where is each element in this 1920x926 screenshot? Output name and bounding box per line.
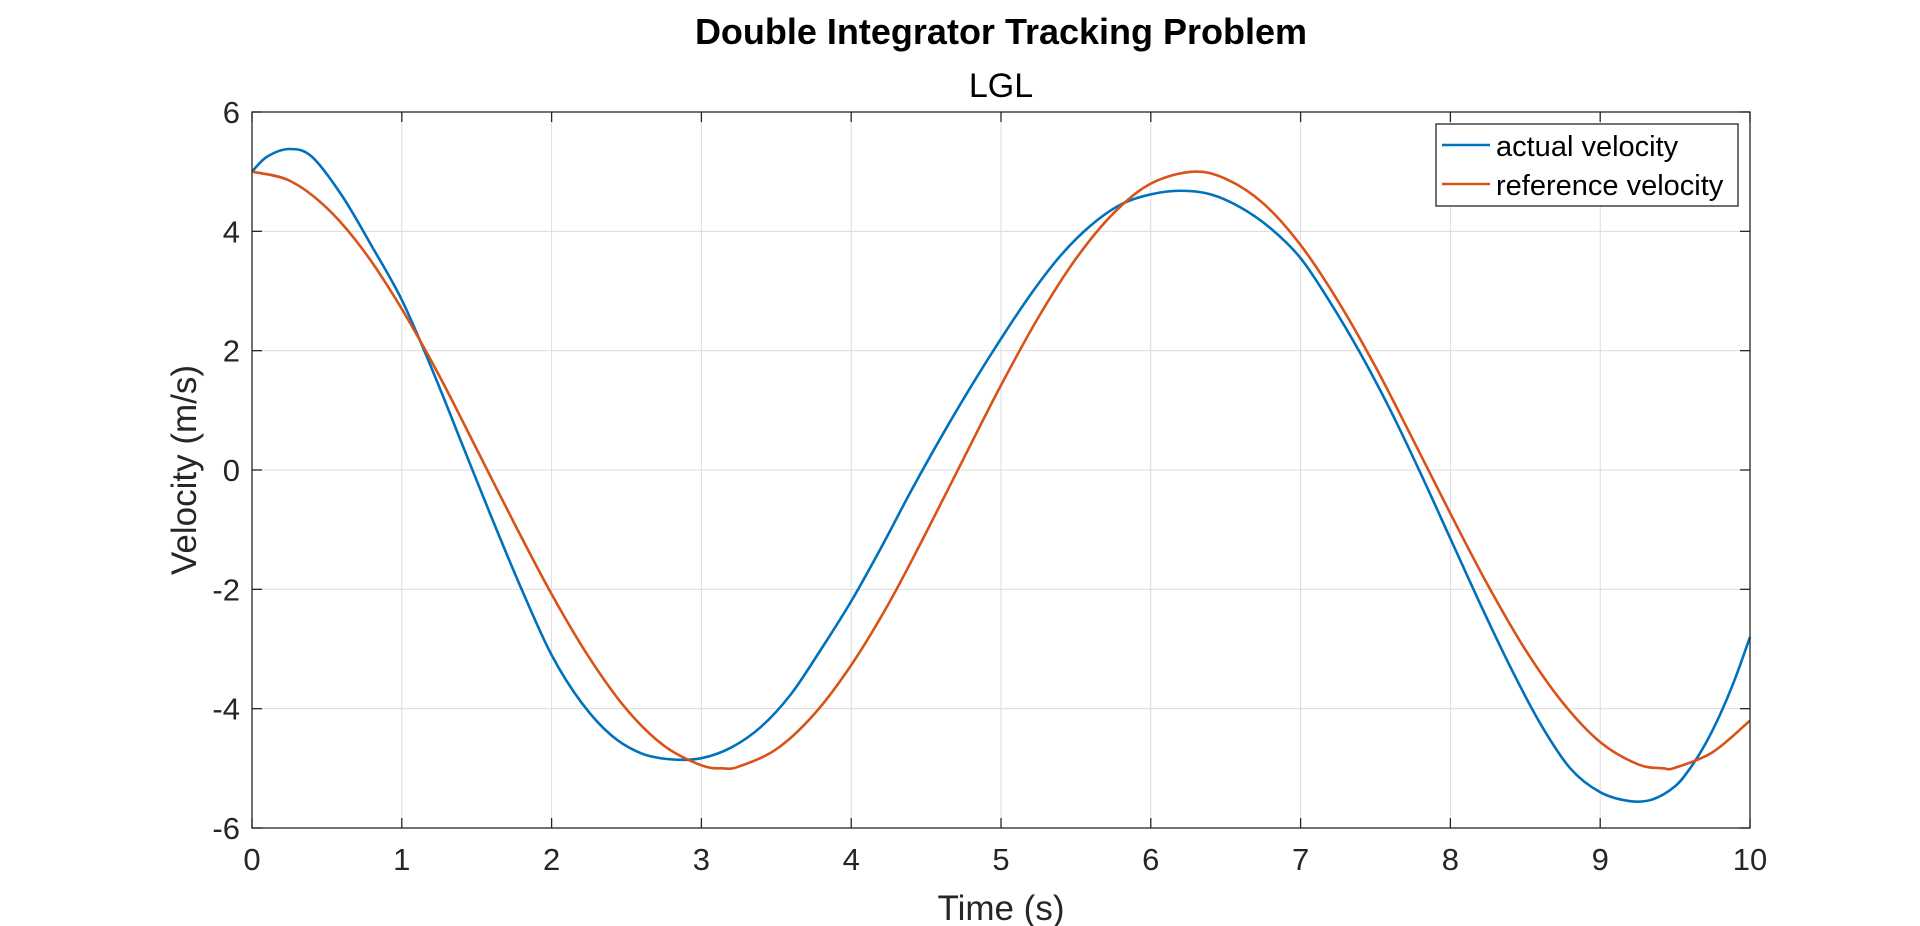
legend-label-reference-velocity: reference velocity (1496, 170, 1724, 202)
chart-title: Double Integrator Tracking Problem (695, 11, 1307, 52)
y-tick-label: 0 (223, 453, 240, 488)
axis-ticks: 0 1 2 3 4 5 6 7 8 9 10 6 4 2 0 -2 -4 -6 (212, 95, 1767, 877)
y-tick-label: 6 (223, 95, 240, 130)
x-tick-label: 4 (843, 842, 860, 877)
x-tick-label: 2 (543, 842, 560, 877)
x-tick-label: 1 (393, 842, 410, 877)
x-tick-label: 8 (1442, 842, 1459, 877)
y-axis-label: Velocity (m/s) (165, 365, 204, 575)
grid (252, 112, 1750, 828)
x-tick-label: 7 (1292, 842, 1309, 877)
series-line-actual-velocity (251, 147, 1752, 804)
y-tick-label: -2 (212, 572, 240, 607)
legend-box (1435, 123, 1739, 207)
x-tick-label: 0 (243, 842, 260, 877)
y-tick-label: -4 (212, 692, 240, 727)
series-line-reference-velocity (251, 170, 1751, 771)
y-tick-label: 4 (223, 214, 240, 249)
x-axis-label: Time (s) (937, 889, 1064, 926)
series-lines (251, 147, 1752, 804)
chart-subtitle: LGL (969, 67, 1033, 105)
x-tick-label: 3 (693, 842, 710, 877)
x-tick-label: 6 (1142, 842, 1159, 877)
x-tick-label: 9 (1592, 842, 1609, 877)
legend-label-actual-velocity: actual velocity (1496, 131, 1679, 163)
x-tick-label: 10 (1733, 842, 1767, 877)
legend: actual velocity reference velocity (1435, 123, 1739, 207)
y-tick-label: -6 (212, 811, 240, 846)
x-tick-label: 5 (992, 842, 1009, 877)
y-tick-label: 2 (223, 334, 240, 369)
